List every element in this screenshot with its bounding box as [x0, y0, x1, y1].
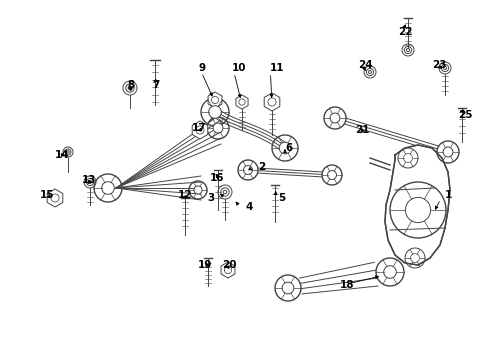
Polygon shape — [192, 121, 208, 139]
Text: 23: 23 — [432, 60, 446, 70]
Circle shape — [196, 126, 204, 134]
Circle shape — [102, 182, 114, 194]
Circle shape — [443, 147, 453, 157]
Text: 5: 5 — [278, 193, 285, 203]
Text: 8: 8 — [127, 80, 134, 90]
Circle shape — [239, 99, 245, 105]
Circle shape — [405, 197, 431, 222]
Text: 11: 11 — [270, 63, 285, 73]
Circle shape — [330, 113, 340, 123]
Polygon shape — [208, 92, 222, 108]
Circle shape — [209, 106, 221, 118]
Circle shape — [268, 98, 276, 106]
Text: 10: 10 — [232, 63, 246, 73]
Text: 17: 17 — [192, 123, 207, 133]
Text: 6: 6 — [285, 143, 292, 153]
Text: 9: 9 — [198, 63, 205, 73]
Circle shape — [194, 186, 202, 194]
Text: 20: 20 — [222, 260, 237, 270]
Circle shape — [244, 166, 252, 175]
Text: 7: 7 — [152, 80, 159, 90]
Polygon shape — [264, 93, 280, 111]
Text: 14: 14 — [55, 150, 70, 160]
Text: 2: 2 — [258, 162, 265, 172]
Polygon shape — [47, 189, 63, 207]
Circle shape — [403, 153, 413, 162]
Text: 13: 13 — [82, 175, 97, 185]
Text: 15: 15 — [40, 190, 54, 200]
Text: 18: 18 — [340, 280, 354, 290]
Text: 12: 12 — [178, 190, 193, 200]
Text: 21: 21 — [355, 125, 369, 135]
Text: 19: 19 — [198, 260, 212, 270]
Text: 24: 24 — [358, 60, 372, 70]
Circle shape — [279, 142, 291, 154]
Text: 4: 4 — [245, 202, 252, 212]
Circle shape — [327, 171, 337, 180]
Text: 22: 22 — [398, 27, 413, 37]
Circle shape — [51, 194, 59, 202]
Circle shape — [384, 266, 396, 278]
Circle shape — [224, 266, 232, 274]
Circle shape — [211, 96, 219, 104]
Circle shape — [213, 123, 223, 133]
Text: 1: 1 — [445, 190, 452, 200]
Text: 16: 16 — [210, 173, 224, 183]
Circle shape — [282, 282, 294, 294]
Polygon shape — [385, 145, 450, 265]
Text: 3: 3 — [208, 193, 215, 203]
Text: 25: 25 — [458, 110, 472, 120]
Polygon shape — [236, 95, 248, 109]
Polygon shape — [221, 262, 235, 278]
Circle shape — [411, 253, 419, 262]
